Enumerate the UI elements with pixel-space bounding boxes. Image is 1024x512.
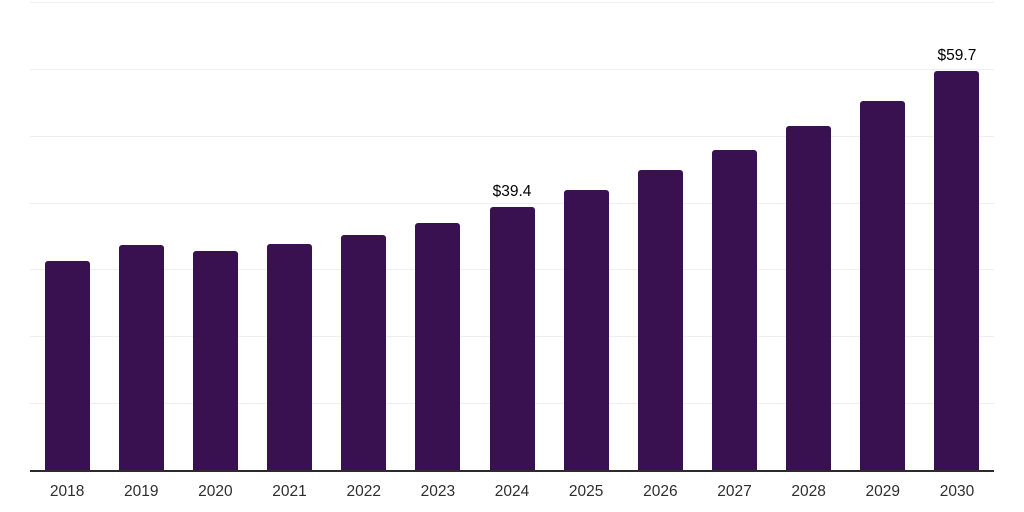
bar-slot-2028 — [772, 2, 846, 470]
bar-2030 — [934, 70, 980, 470]
gridline-y-40 — [30, 202, 994, 204]
bar-2029 — [860, 100, 906, 470]
gridline-y-60 — [30, 68, 994, 70]
gridline-y-70 — [30, 2, 994, 3]
bar-value-label-2030: $59.7 — [937, 47, 977, 65]
bar-2020 — [192, 250, 238, 470]
bar-2023 — [415, 223, 461, 470]
bar-slot-2021 — [252, 2, 326, 470]
bar-slot-2022 — [327, 2, 401, 470]
bar-2022 — [341, 235, 387, 470]
x-tick-label-2023: 2023 — [420, 483, 456, 500]
bar-slot-2024: $39.4 — [475, 2, 549, 470]
bar-2028 — [786, 125, 832, 470]
bars-group: $39.4 $59.7 — [30, 2, 994, 470]
bar-slot-2018 — [30, 2, 104, 470]
bar-2026 — [637, 170, 683, 470]
bar-2025 — [563, 189, 609, 470]
x-axis-tick-labels: 2018 2019 2020 2021 2022 2023 2024 2025 2026 2027… — [30, 484, 994, 500]
gridline-y-50 — [30, 135, 994, 137]
x-tick-label-2029: 2029 — [865, 483, 901, 500]
bar-2021 — [267, 244, 313, 470]
x-tick-label-2021: 2021 — [272, 483, 307, 500]
x-tick-label-2022: 2022 — [346, 483, 381, 500]
bar-2024 — [489, 206, 535, 470]
bar-slot-2026 — [623, 2, 697, 470]
x-tick-label-2020: 2020 — [198, 483, 233, 500]
bar-slot-2019 — [104, 2, 178, 470]
bar-slot-2025 — [549, 2, 623, 470]
x-tick-label-2027: 2027 — [717, 483, 752, 500]
bar-2018 — [44, 260, 90, 470]
x-tick-label-2030: 2030 — [939, 483, 975, 500]
bar-value-label-2024: $39.4 — [492, 183, 532, 201]
x-tick-label-2019: 2019 — [123, 483, 159, 500]
bar-slot-2027 — [697, 2, 771, 470]
bar-slot-2023 — [401, 2, 475, 470]
x-tick-label-2025: 2025 — [568, 483, 604, 500]
x-tick-label-2018: 2018 — [49, 483, 85, 500]
bar-2019 — [118, 244, 164, 470]
x-tick-label-2024: 2024 — [494, 483, 530, 500]
x-tick-label-2026: 2026 — [643, 483, 678, 500]
bar-slot-2020 — [178, 2, 252, 470]
x-axis-line — [30, 470, 994, 472]
plot-area: $39.4 $59.7 — [30, 2, 994, 472]
bar-slot-2029 — [846, 2, 920, 470]
bar-slot-2030: $59.7 — [920, 2, 994, 470]
x-tick-label-2028: 2028 — [791, 483, 826, 500]
bar-2027 — [711, 149, 757, 470]
